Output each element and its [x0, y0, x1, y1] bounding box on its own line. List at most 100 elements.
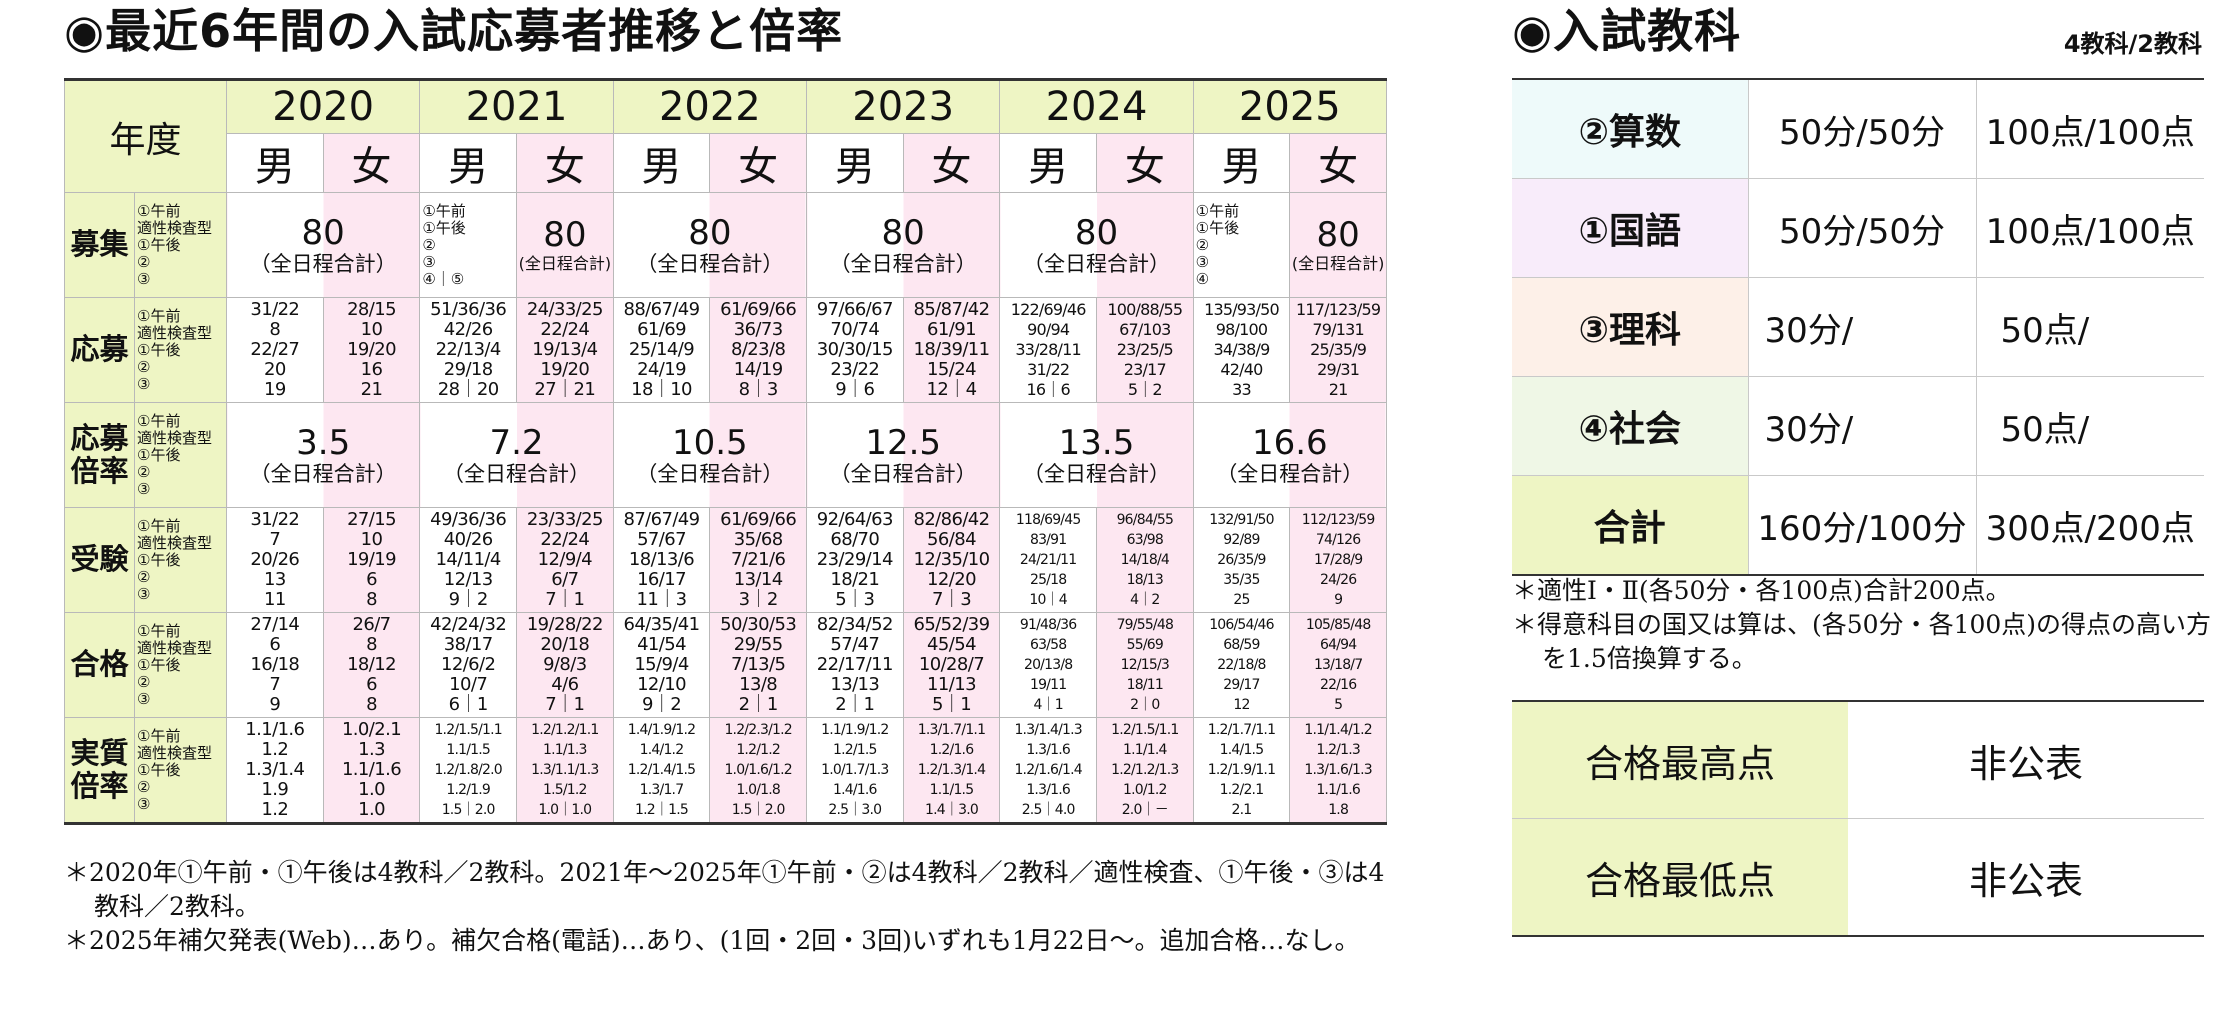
data-cell: 50/30/53 29/55 7/13/5 13/8 2｜1 [709, 612, 807, 718]
subject-row: ①国語 50分/50分 100点/100点 [1512, 178, 2204, 278]
score-label: 合格最低点 [1512, 818, 1848, 937]
recruit-2023: 80 （全日程合計） [805, 192, 1001, 298]
year-2021: 2021 [419, 79, 614, 134]
ratio-2024: 13.5 （全日程合計） [999, 402, 1194, 508]
ratio-2023: 12.5 （全日程合計） [805, 402, 1001, 508]
data-cell: 92/64/63 68/70 23/29/14 18/21 5｜3 [806, 507, 904, 613]
data-cell: 64/35/41 41/54 15/9/4 12/10 9｜2 [612, 612, 711, 718]
session-labels: ①午前 適性検査型 ①午後 ② ③ [133, 507, 228, 613]
data-cell: 91/48/36 63/58 20/13/8 19/11 4｜1 [999, 612, 1097, 718]
data-cell: 42/24/32 38/17 12/6/2 10/7 6｜1 [419, 612, 517, 718]
data-cell: 97/66/67 70/74 30/30/15 23/22 9｜6 [806, 297, 904, 403]
gender-row: 男女男女男女男女男女男女 [65, 133, 1387, 193]
year-row: 年度 2020 2021 2022 2023 2024 2025 [63, 79, 1387, 193]
male-header: 男 [419, 133, 517, 193]
year-2022: 2022 [612, 79, 808, 134]
subject-points: 50点/ [1975, 376, 2204, 476]
data-cell: 1.1/1.4/1.2 1.2/1.3 1.3/1.6/1.3 1.1/1.6 1.8 [1289, 717, 1387, 824]
subject-time: 50分/50分 [1747, 79, 1976, 179]
male-header: 男 [999, 133, 1097, 193]
female-header: 女 [516, 133, 614, 193]
data-cell: 85/87/42 61/91 18/39/11 15/24 12｜4 [902, 297, 1001, 403]
boshu-row: 募集 ①午前 適性検査型 ①午後 ② ③ 80 （全日程合計） ①午前 ①午後 ② ③ ④｜⑤ 80 (全日… [64, 192, 1387, 298]
subject-name: ③理科 [1512, 277, 1748, 377]
subjects-table: ②算数 50分/50分 100点/100点 ①国語 50分/50分 100点/100点 ③理… [1512, 78, 2204, 576]
subject-time: 30分/ [1747, 277, 1976, 377]
data-cell: 100/88/55 67/103 23/25/5 23/17 5｜2 [1095, 297, 1194, 403]
subject-name: 合計 [1512, 475, 1748, 576]
year-2023: 2023 [805, 79, 1001, 134]
data-cell: 1.2/1.7/1.1 1.4/1.5 1.2/1.9/1.1 1.2/2.1 2.1 [1192, 717, 1291, 824]
data-cell: 65/52/39 45/54 10/28/7 11/13 5｜1 [902, 612, 1001, 718]
data-cell: 117/123/59 79/131 25/35/9 29/31 21 [1289, 297, 1387, 403]
score-value: 非公表 [1848, 818, 2204, 937]
data-cell: 49/36/36 40/26 14/11/4 12/13 9｜2 [419, 507, 517, 613]
female-header: 女 [709, 133, 807, 193]
sessions-2025: ①午前 ①午後 ② ③ ④ [1192, 192, 1291, 298]
subjects-note-2: ＊得意科目の国又は算は、(各50分・各100点)の得点の高い方を1.5倍換算する… [1512, 610, 2212, 673]
female-header: 女 [902, 133, 1001, 193]
subject-row: ②算数 50分/50分 100点/100点 [1512, 79, 2204, 179]
row-label-goukaku: 合格 [64, 612, 135, 718]
juken-row: 受験 ①午前 適性検査型 ①午後 ② ③ 31/22 7 20/26 13 11 27/15 10 19/… [64, 507, 1387, 613]
session-labels: ①午前 適性検査型 ①午後 ② ③ [133, 402, 228, 508]
recruit-2020: 80 （全日程合計） [226, 192, 421, 298]
data-cell: 51/36/36 42/26 22/13/4 29/18 28｜20 [419, 297, 517, 403]
data-cell: 88/67/49 61/69 25/14/9 24/19 18｜10 [612, 297, 711, 403]
year-header: 年度 [63, 79, 228, 193]
data-cell: 1.2/2.3/1.2 1.2/1.2 1.0/1.6/1.2 1.0/1.8 1.5｜… [709, 717, 807, 824]
goukaku-row: 合格 ①午前 適性検査型 ①午後 ② ③ 27/14 6 16/18 7 9 26/7 8 18/12 6 8… [64, 612, 1387, 718]
year-2020: 2020 [226, 79, 421, 134]
subject-name: ②算数 [1512, 79, 1748, 179]
male-header: 男 [1192, 133, 1291, 193]
female-header: 女 [1289, 133, 1387, 193]
jisshitsu-row: 実質 倍率 ①午前 適性検査型 ①午後 ② ③ 1.1/1.6 1.2 1.3/1.4 1.9 1.2… [64, 717, 1387, 824]
data-cell: 82/86/42 56/84 12/35/10 12/20 7｜3 [902, 507, 1001, 613]
data-cell: 1.1/1.9/1.2 1.2/1.5 1.0/1.7/1.3 1.4/1.6 2.5｜… [806, 717, 904, 824]
subjects-notes: ＊適性Ⅰ・Ⅱ(各50分・各100点)合計200点。 ＊得意科目の国又は算は、(各… [1512, 574, 2212, 676]
data-cell: 27/15 10 19/19 6 8 [322, 507, 421, 613]
data-cell: 23/33/25 22/24 12/9/4 6/7 7｜1 [516, 507, 614, 613]
subjects-note: 4教科/2教科 [2063, 30, 2202, 58]
data-cell: 132/91/50 92/89 26/35/9 35/35 25 [1192, 507, 1291, 613]
subject-time: 160分/100分 [1747, 475, 1976, 576]
data-cell: 96/84/55 63/98 14/18/4 18/13 4｜2 [1095, 507, 1194, 613]
score-row: 合格最高点 非公表 [1512, 701, 2204, 819]
data-cell: 112/123/59 74/126 17/28/9 24/26 9 [1289, 507, 1387, 613]
data-cell: 118/69/45 83/91 24/21/11 25/18 10｜4 [999, 507, 1097, 613]
score-label: 合格最高点 [1512, 701, 1848, 819]
data-cell: 27/14 6 16/18 7 9 [226, 612, 324, 718]
data-cell: 87/67/49 57/67 18/13/6 16/17 11｜3 [612, 507, 711, 613]
data-cell: 26/7 8 18/12 6 8 [322, 612, 421, 718]
row-label-jisshitsu: 実質 倍率 [64, 717, 135, 824]
recruit-2022: 80 （全日程合計） [612, 192, 808, 298]
ratio-2025: 16.6 （全日程合計） [1192, 402, 1387, 508]
ratio-2020: 3.5 （全日程合計） [226, 402, 421, 508]
data-cell: 1.2/1.2/1.1 1.1/1.3 1.3/1.1/1.3 1.5/1.2 1.0｜… [516, 717, 614, 824]
session-labels: ①午前 適性検査型 ①午後 ② ③ [133, 717, 228, 824]
data-cell: 61/69/66 36/73 8/23/8 14/19 8｜3 [709, 297, 807, 403]
male-header: 男 [226, 133, 324, 193]
data-cell: 106/54/46 68/59 22/18/8 29/17 12 [1192, 612, 1291, 718]
subject-time: 30分/ [1747, 376, 1976, 476]
subject-row: 合計 160分/100分 300点/200点 [1512, 475, 2204, 576]
data-cell: 79/55/48 55/69 12/15/3 18/11 2｜0 [1095, 612, 1194, 718]
data-cell: 1.3/1.7/1.1 1.2/1.6 1.2/1.3/1.4 1.1/1.5 1.4｜… [902, 717, 1001, 824]
score-row: 合格最低点 非公表 [1512, 818, 2204, 937]
data-cell: 1.0/2.1 1.3 1.1/1.6 1.0 1.0 [322, 717, 421, 824]
oubo-row: 応募 ①午前 適性検査型 ①午後 ② ③ 31/22 8 22/27 20 19 28/15 10 19/… [64, 297, 1387, 403]
row-label-bairitsu: 応募 倍率 [64, 402, 135, 508]
subject-points: 300点/200点 [1975, 475, 2204, 576]
data-cell: 1.4/1.9/1.2 1.4/1.2 1.2/1.4/1.5 1.3/1.7 1.2｜… [612, 717, 711, 824]
session-labels: ①午前 適性検査型 ①午後 ② ③ [133, 612, 228, 718]
year-2024: 2024 [999, 79, 1194, 134]
subject-name: ④社会 [1512, 376, 1748, 476]
score-table: 合格最高点 非公表 合格最低点 非公表 [1512, 700, 2204, 937]
recruit-2025: 80 (全日程合計) [1289, 192, 1387, 298]
subject-points: 100点/100点 [1975, 178, 2204, 278]
female-header: 女 [1095, 133, 1194, 193]
recruit-2024: 80 （全日程合計） [999, 192, 1194, 298]
subject-row: ④社会 30分/50点/ [1512, 376, 2204, 476]
bairitsu-row: 応募 倍率 ①午前 適性検査型 ①午後 ② ③ 3.5 （全日程合計） 7.2 （全日程合計） 10.… [64, 402, 1387, 508]
data-cell: 1.2/1.5/1.1 1.1/1.5 1.2/1.8/2.0 1.2/1.9 1.5｜… [419, 717, 517, 824]
